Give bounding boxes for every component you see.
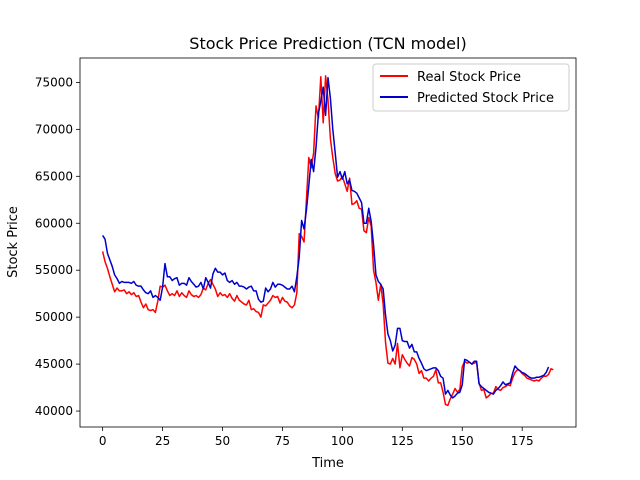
- plot-area: [80, 58, 576, 427]
- y-tick-label: 70000: [35, 122, 73, 136]
- y-tick-label: 55000: [35, 263, 73, 277]
- x-tick-label: 175: [511, 434, 534, 448]
- chart-title: Stock Price Prediction (TCN model): [189, 34, 466, 53]
- x-tick-label: 75: [275, 434, 290, 448]
- x-tick-label: 150: [451, 434, 474, 448]
- y-tick-label: 45000: [35, 357, 73, 371]
- legend-label-real: Real Stock Price: [417, 70, 521, 85]
- legend: Real Stock Price Predicted Stock Price: [372, 63, 570, 112]
- legend-label-predicted: Predicted Stock Price: [417, 91, 554, 106]
- x-tick-label: 125: [391, 434, 414, 448]
- y-tick-label: 60000: [35, 216, 73, 230]
- x-tick-label: 25: [155, 434, 170, 448]
- series-layer: [101, 75, 554, 407]
- x-tick-label: 50: [215, 434, 230, 448]
- y-axis-label: Stock Price: [6, 206, 21, 278]
- legend-box: [372, 63, 570, 112]
- x-axis-label: Time: [311, 456, 344, 471]
- series-line-1: [102, 76, 550, 399]
- y-tick-label: 40000: [35, 404, 73, 418]
- y-tick-label: 50000: [35, 310, 73, 324]
- x-axis: 0 25 50 75 100 125 150 175: [99, 427, 534, 448]
- y-tick-label: 75000: [35, 75, 73, 89]
- plot-frame: [79, 57, 577, 428]
- y-axis: 40000 45000 50000 55000 60000 65000 70000 75000: [35, 75, 80, 418]
- x-tick-label: 0: [99, 434, 107, 448]
- y-tick-label: 65000: [35, 169, 73, 183]
- x-tick-label: 100: [331, 434, 354, 448]
